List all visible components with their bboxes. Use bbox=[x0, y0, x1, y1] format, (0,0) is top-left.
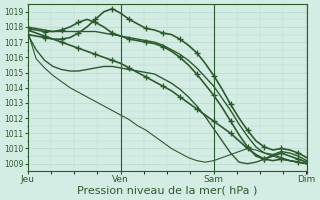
X-axis label: Pression niveau de la mer( hPa ): Pression niveau de la mer( hPa ) bbox=[77, 186, 257, 196]
